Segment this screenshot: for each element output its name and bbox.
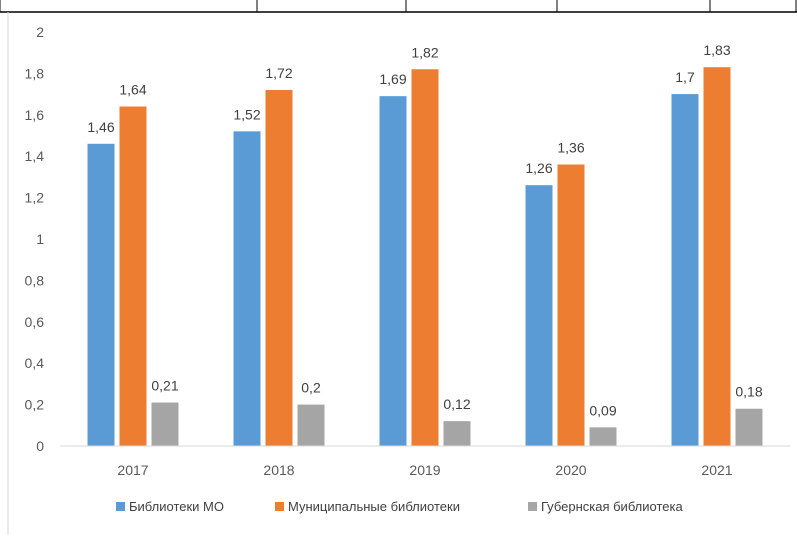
- bar: [589, 427, 617, 446]
- y-tick-label: 1,4: [25, 148, 45, 164]
- data-label: 1,83: [703, 42, 730, 58]
- data-label: 0,21: [151, 378, 178, 394]
- legend-swatch: [116, 502, 125, 511]
- x-tick-label: 2017: [117, 462, 148, 478]
- bar: [379, 96, 407, 447]
- y-tick-label: 2: [36, 24, 44, 40]
- bar: [671, 94, 699, 446]
- bar: [265, 89, 293, 447]
- bar: [525, 185, 553, 446]
- data-label: 1,72: [265, 65, 292, 81]
- data-label: 1,26: [525, 160, 552, 176]
- data-label: 1,7: [675, 69, 695, 85]
- x-tick-label: 2019: [409, 462, 440, 478]
- data-label: 0,09: [589, 402, 616, 418]
- table-fragment: [0, 0, 797, 13]
- data-label: 1,36: [557, 139, 584, 155]
- bar: [443, 421, 471, 446]
- y-tick-label: 0,6: [25, 314, 45, 330]
- bar: [297, 404, 325, 446]
- y-tick-label: 1: [36, 231, 44, 247]
- bar: [735, 408, 763, 446]
- data-label: 1,64: [119, 82, 146, 98]
- data-label: 0,12: [443, 396, 470, 412]
- data-label: 1,69: [379, 71, 406, 87]
- legend-entry: Губернская библиотека: [541, 499, 683, 514]
- bar: [151, 402, 179, 446]
- x-tick-label: 2020: [555, 462, 586, 478]
- bar: [119, 106, 147, 447]
- y-tick-label: 0: [36, 438, 44, 454]
- y-tick-label: 1,2: [25, 190, 45, 206]
- data-label: 1,46: [87, 119, 114, 135]
- bar: [87, 143, 115, 446]
- y-tick-label: 1,6: [25, 107, 45, 123]
- x-axis: 2017 2018 2019 2020 2021: [60, 445, 790, 478]
- legend: Библиотеки МО Муниципальные библиотеки Губ…: [116, 499, 683, 514]
- data-labels: 1,46 1,64 0,21 1,52 1,72 0,2 1,69 1,82 0,12 1,26 1…: [87, 42, 762, 418]
- bar: [233, 131, 261, 447]
- legend-swatch: [528, 502, 537, 511]
- legend-entry: Муниципальные библиотеки: [288, 499, 460, 514]
- data-label: 1,52: [233, 106, 260, 122]
- bar: [703, 67, 731, 446]
- legend-entry: Библиотеки МО: [129, 499, 224, 514]
- y-axis: 0 0,2 0,4 0,6 0,8 1 1,2 1,4 1,6 1,8 2: [25, 24, 45, 454]
- y-tick-label: 0,8: [25, 272, 45, 288]
- y-tick-label: 0,4: [25, 355, 45, 371]
- legend-swatch: [275, 502, 284, 511]
- x-tick-label: 2021: [701, 462, 732, 478]
- bar: [557, 164, 585, 447]
- bar: [411, 69, 439, 446]
- data-label: 0,18: [735, 384, 762, 400]
- y-tick-label: 0,2: [25, 397, 45, 413]
- x-tick-label: 2018: [263, 462, 294, 478]
- data-label: 0,2: [301, 380, 321, 396]
- data-label: 1,82: [411, 44, 438, 60]
- bars: [87, 67, 763, 447]
- y-tick-label: 1,8: [25, 65, 45, 81]
